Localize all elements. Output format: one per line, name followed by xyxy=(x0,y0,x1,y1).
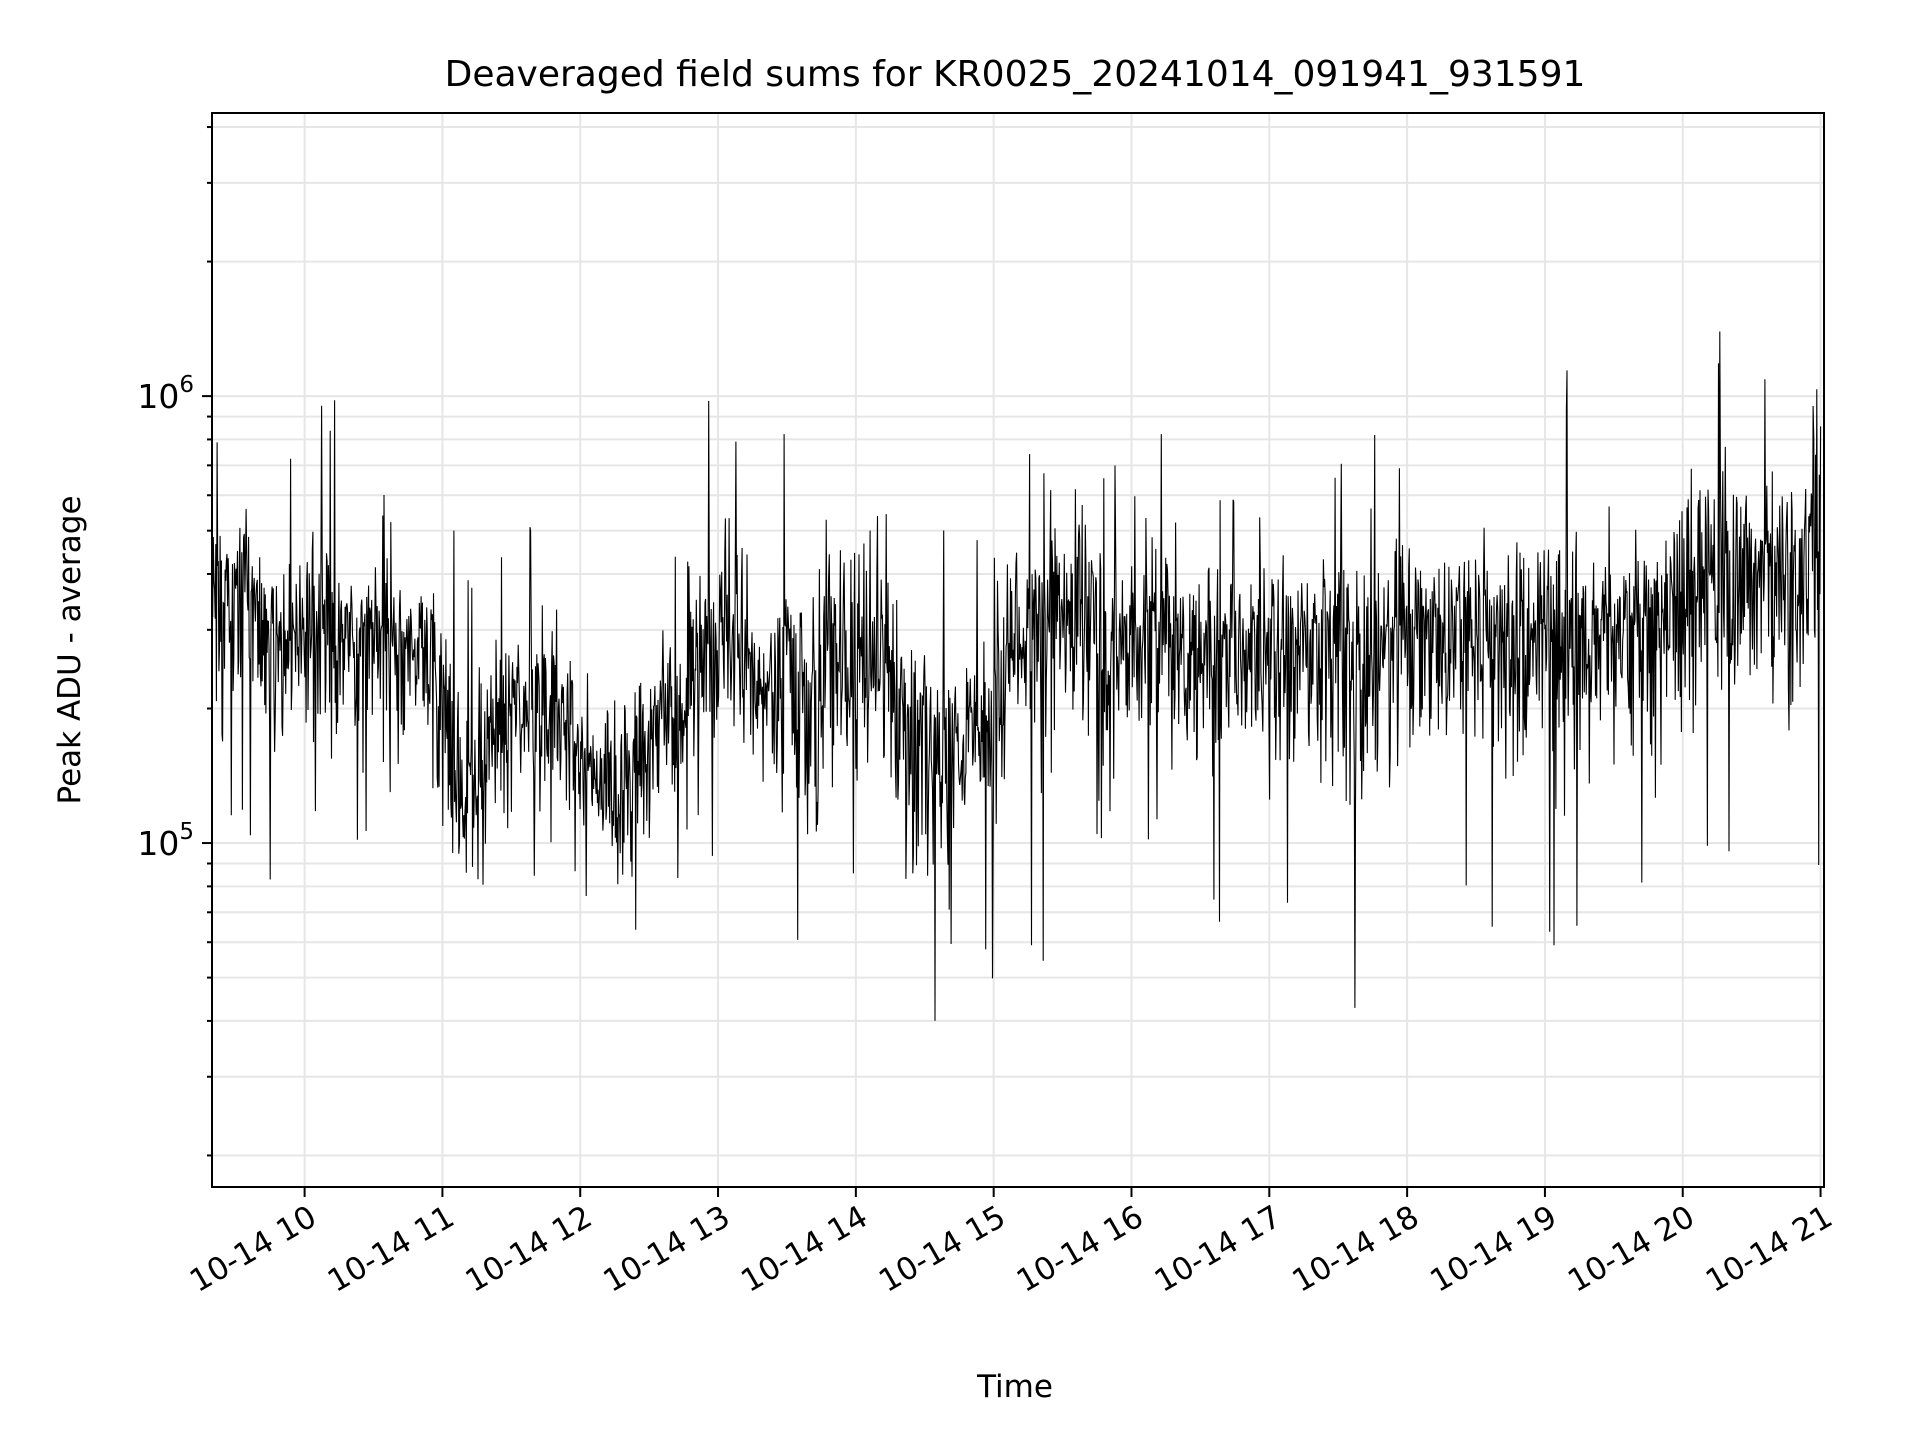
x-axis-label: Time xyxy=(976,1369,1053,1405)
grid-layer xyxy=(212,113,1824,1187)
series-layer xyxy=(212,331,1822,1021)
chart-title: Deaveraged field sums for KR0025_2024101… xyxy=(445,54,1586,95)
y-tick-label: 105 xyxy=(137,819,194,863)
series-line xyxy=(212,331,1822,1021)
y-tick-label: 106 xyxy=(137,372,194,416)
y-axis-label: Peak ADU - average xyxy=(52,495,88,804)
plot-frame xyxy=(211,112,1825,1188)
